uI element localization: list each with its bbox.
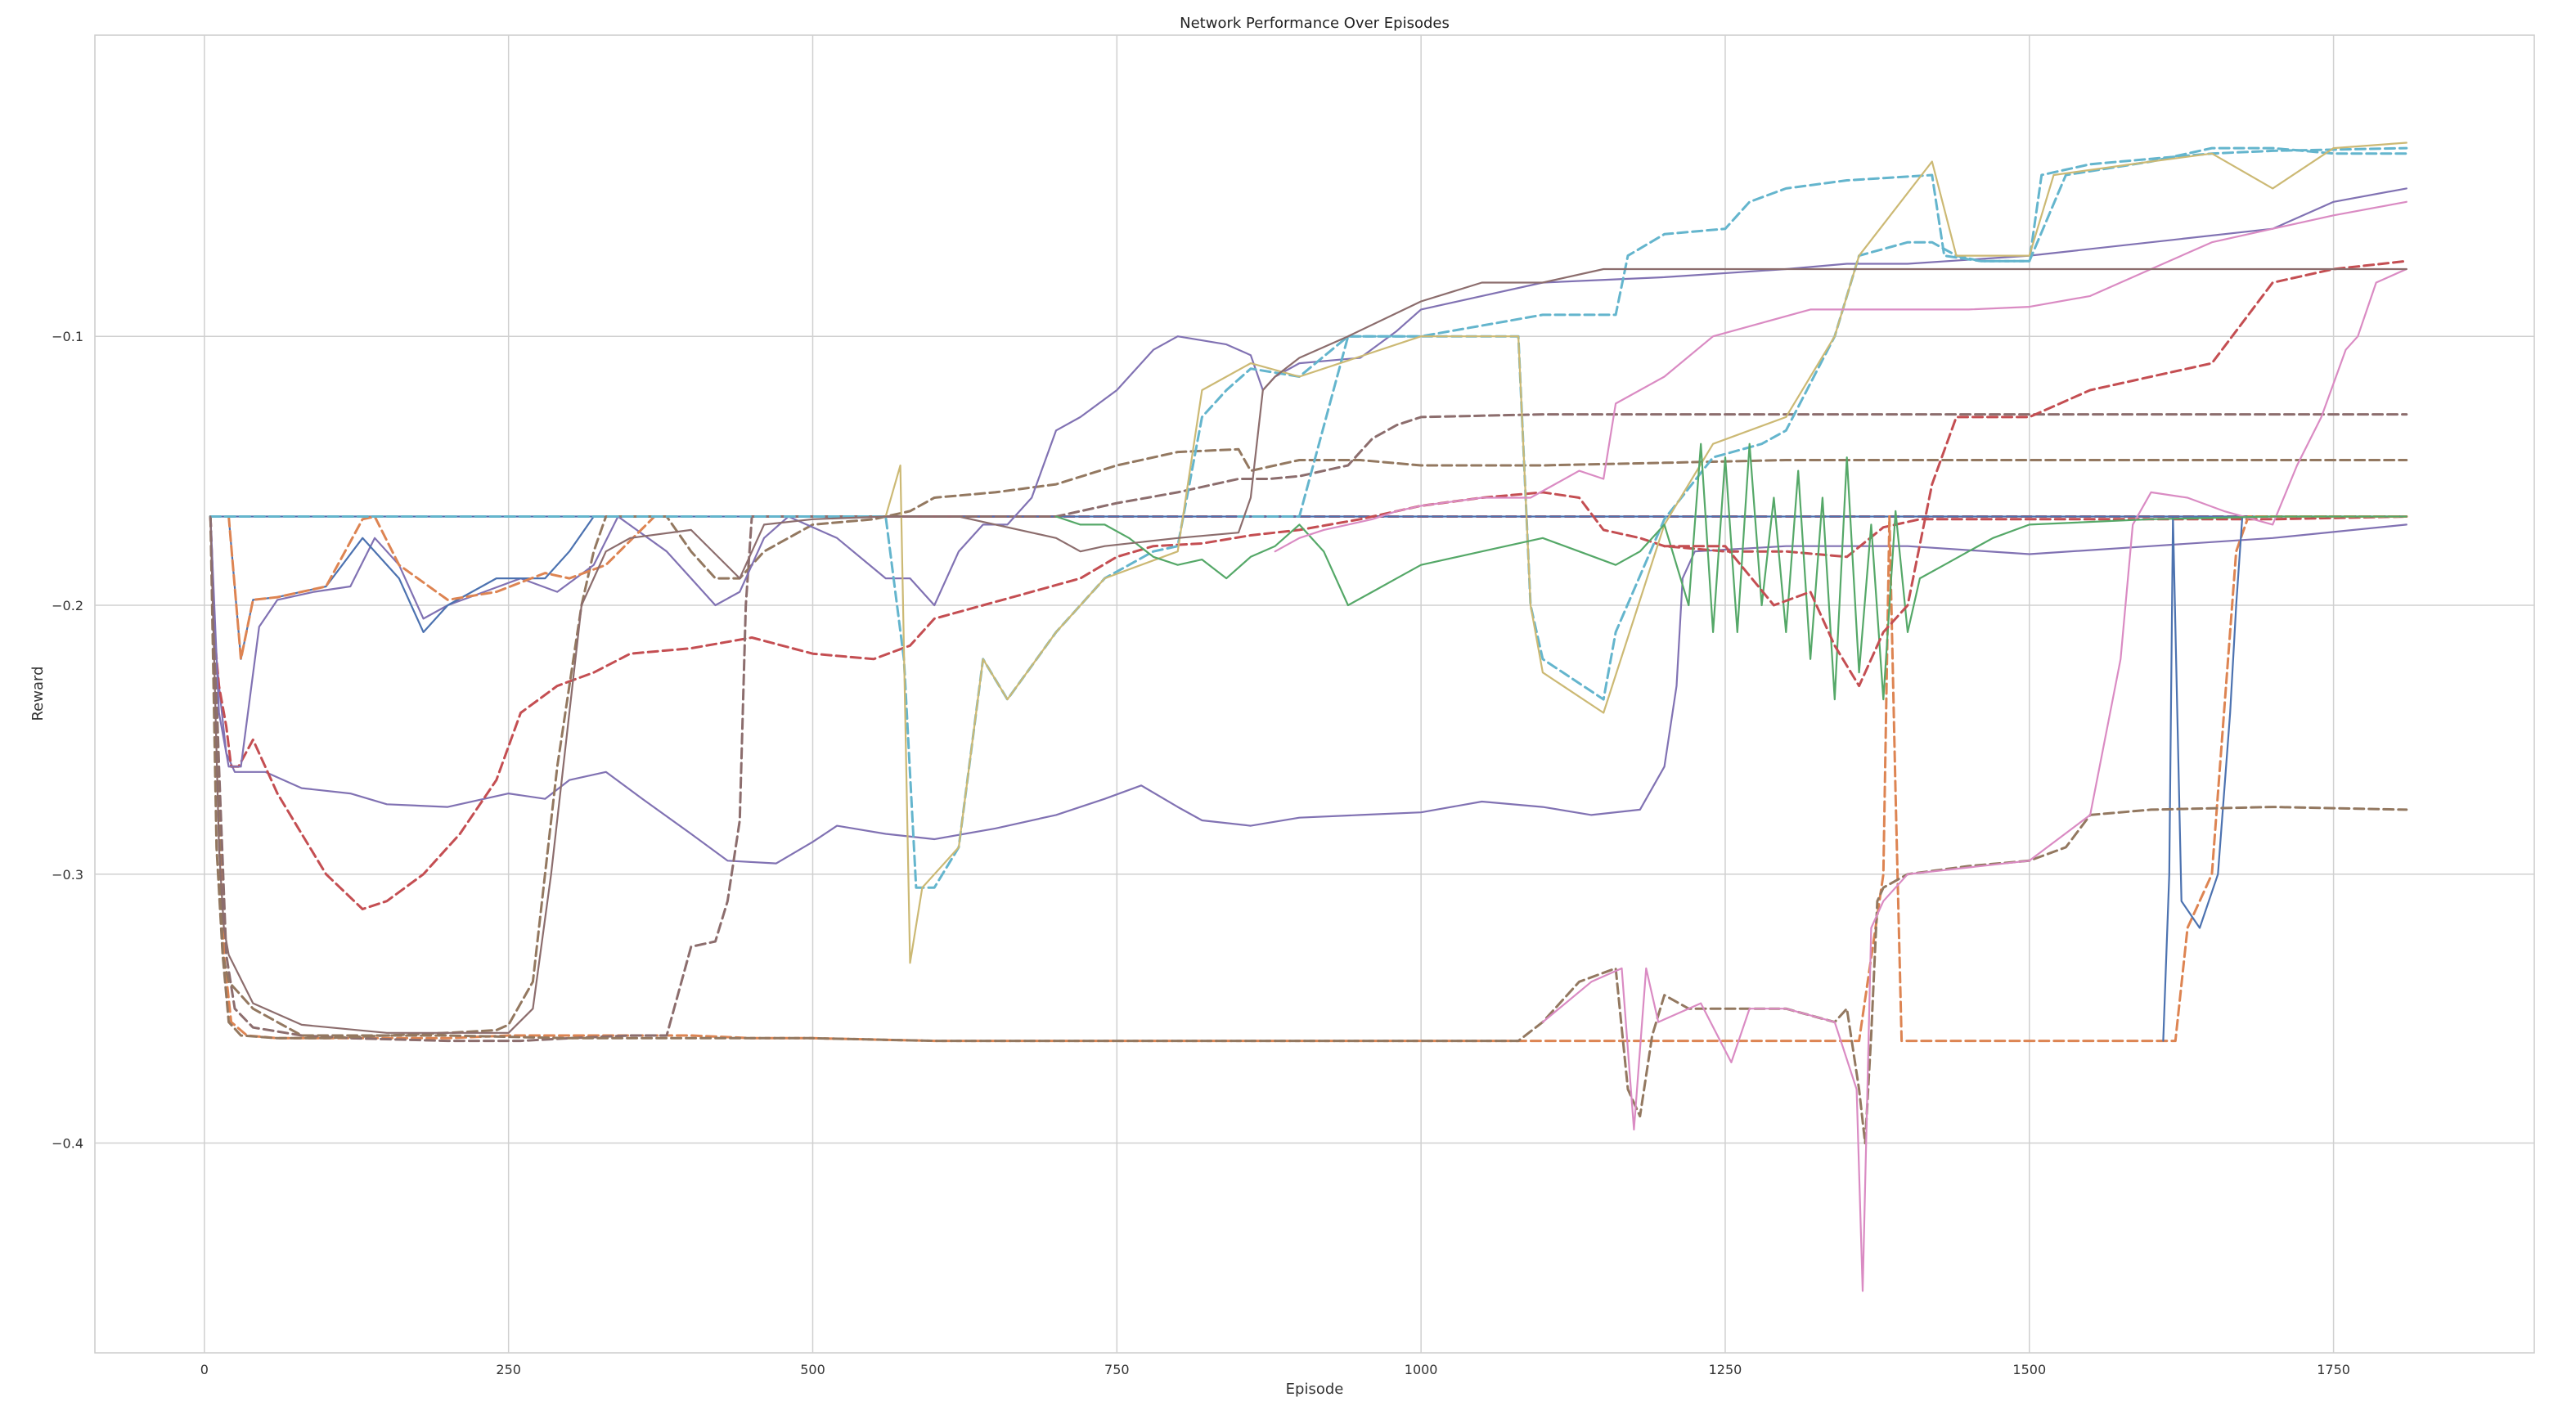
series-line-5 (209, 515, 2408, 1043)
y-axis-label: Reward (29, 666, 47, 721)
y-tick-label: −0.3 (52, 867, 83, 883)
series-line-6 (2162, 515, 2244, 1042)
y-tick-label: −0.2 (52, 598, 83, 613)
x-tick-label: 1000 (1405, 1362, 1438, 1377)
x-tick-label: 250 (496, 1362, 521, 1377)
x-tick-label: 0 (200, 1362, 209, 1377)
plot-area (94, 34, 2535, 1354)
x-axis-label: Episode (1286, 1381, 1344, 1398)
series-line-13 (227, 515, 656, 661)
y-tick-label: −0.4 (52, 1136, 83, 1152)
series-line-12 (227, 515, 595, 660)
y-tick-label: −0.1 (52, 329, 83, 344)
series-line-8 (209, 447, 2408, 1040)
series-line-4 (209, 491, 2408, 910)
x-tick-label: 1250 (1709, 1362, 1742, 1377)
series-line-19 (1274, 200, 2407, 553)
series-line-20 (209, 267, 2407, 1034)
x-tick-label: 1500 (2012, 1362, 2046, 1377)
series-line-18 (1663, 259, 2408, 688)
x-tick-labels: 0 250 500 750 1000 1250 1500 1750 (200, 1362, 2350, 1377)
x-tick-label: 500 (800, 1362, 825, 1377)
series-layer (209, 142, 2408, 1292)
series-line-17 (1054, 442, 2407, 701)
series-line-15 (1237, 146, 2408, 518)
x-tick-label: 1750 (2317, 1362, 2350, 1377)
x-tick-label: 750 (1104, 1362, 1130, 1377)
grid-lines (95, 35, 2534, 1353)
chart-title: Network Performance Over Episodes (1180, 15, 1450, 32)
series-line-3 (209, 515, 2407, 865)
y-tick-labels: −0.1 −0.2 −0.3 −0.4 (52, 329, 83, 1151)
series-line-10 (1541, 267, 2407, 1292)
series-line-16 (884, 142, 2407, 964)
